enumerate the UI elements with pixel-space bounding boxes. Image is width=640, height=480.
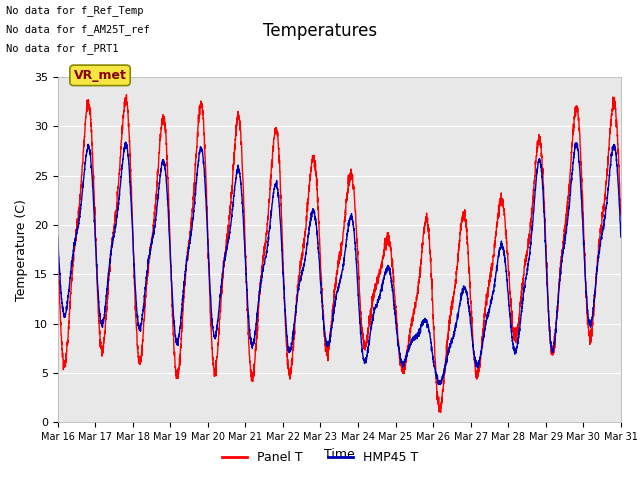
Text: No data for f_Ref_Temp: No data for f_Ref_Temp (6, 5, 144, 16)
HMP45 T (122, 139, 129, 145)
Panel T (437, 409, 445, 415)
HMP45 T (175, 336, 182, 341)
Panel T (564, 210, 572, 216)
HMP45 T (564, 217, 572, 223)
HMP45 T (394, 341, 402, 347)
Legend: Panel T, HMP45 T: Panel T, HMP45 T (217, 446, 423, 469)
Line: HMP45 T: HMP45 T (58, 142, 621, 384)
Text: No data for f_AM25T_ref: No data for f_AM25T_ref (6, 24, 150, 35)
HMP45 T (436, 382, 444, 387)
Panel T (394, 337, 402, 343)
HMP45 T (617, 234, 625, 240)
Panel T (617, 211, 625, 217)
Text: VR_met: VR_met (74, 69, 127, 82)
Panel T (211, 370, 219, 376)
Text: No data for f_PRT1: No data for f_PRT1 (6, 43, 119, 54)
Panel T (617, 212, 625, 217)
HMP45 T (54, 232, 61, 238)
Text: Temperatures: Temperatures (263, 22, 377, 40)
Panel T (404, 346, 412, 351)
HMP45 T (617, 229, 625, 235)
Panel T (54, 235, 61, 241)
X-axis label: Time: Time (324, 448, 355, 461)
HMP45 T (404, 347, 412, 353)
Y-axis label: Temperature (C): Temperature (C) (15, 199, 28, 300)
HMP45 T (211, 335, 219, 341)
Line: Panel T: Panel T (58, 95, 621, 412)
Panel T (123, 92, 131, 97)
Panel T (175, 371, 182, 377)
